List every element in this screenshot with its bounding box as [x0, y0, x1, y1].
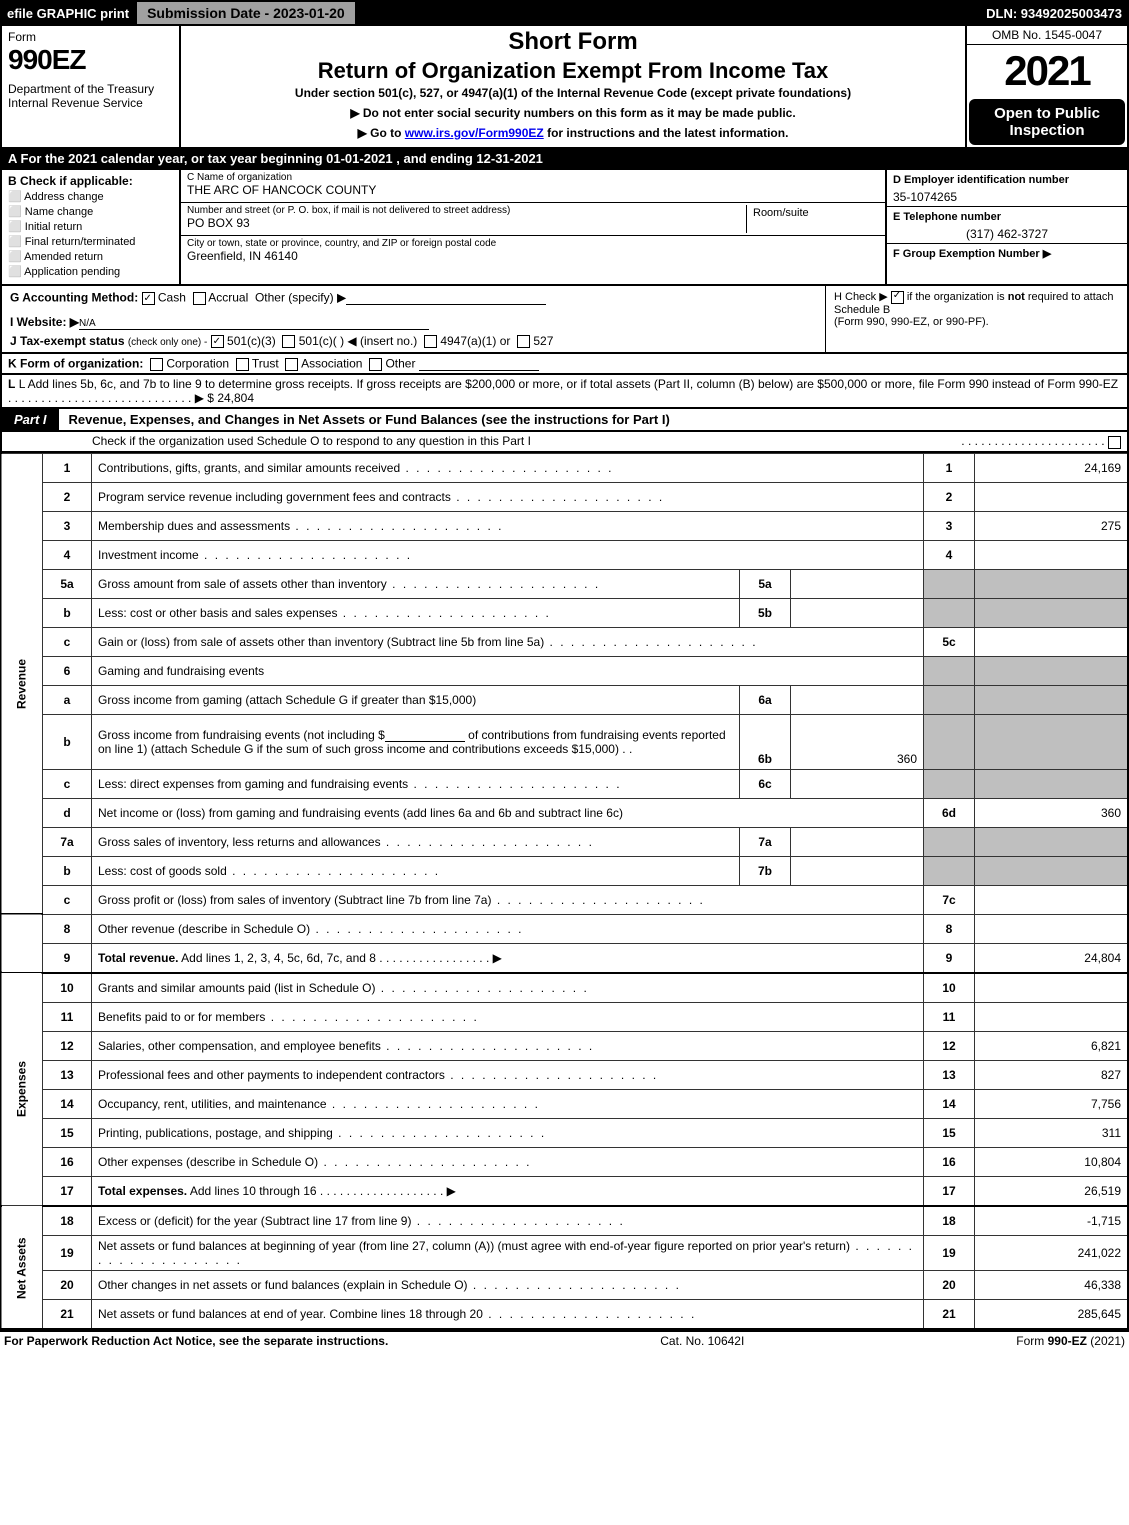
side-revenue: Revenue: [1, 453, 43, 914]
check-name-change: Name change: [8, 205, 173, 218]
line14-value: 7,756: [975, 1089, 1129, 1118]
top-bar: efile GRAPHIC print Submission Date - 20…: [0, 0, 1129, 26]
ein-value: 35-1074265: [887, 188, 1127, 206]
side-expenses: Expenses: [1, 973, 43, 1206]
line15-value: 311: [975, 1118, 1129, 1147]
row-k: K Form of organization: Corporation Trus…: [0, 354, 1129, 375]
org-name: THE ARC OF HANCOCK COUNTY: [187, 183, 879, 197]
line1-desc: Contributions, gifts, grants, and simila…: [98, 461, 614, 475]
gross-receipts-value: 24,804: [217, 391, 254, 405]
line20-value: 46,338: [975, 1270, 1129, 1299]
row-g: G Accounting Method: Cash Accrual Other …: [10, 290, 817, 305]
tax-year: 2021: [967, 45, 1127, 97]
dept-treasury: Department of the Treasury: [8, 82, 173, 96]
c-name-label: C Name of organization: [187, 172, 879, 183]
check-4947: [424, 335, 437, 348]
instr-goto: ▶ Go to www.irs.gov/Form990EZ for instru…: [187, 126, 959, 140]
check-initial-return: Initial return: [8, 220, 173, 233]
section-def: D Employer identification number 35-1074…: [885, 170, 1127, 284]
main-title: Return of Organization Exempt From Incom…: [187, 58, 959, 84]
other-method-field: [346, 290, 546, 305]
col-gij: G Accounting Method: Cash Accrual Other …: [2, 286, 825, 352]
row-j: J Tax-exempt status (check only one) - 5…: [10, 334, 817, 348]
omb-number: OMB No. 1545-0047: [967, 26, 1127, 45]
side-net-assets: Net Assets: [1, 1206, 43, 1329]
part1-title: Revenue, Expenses, and Changes in Net As…: [59, 412, 670, 427]
line6d-value: 360: [975, 798, 1129, 827]
check-527: [517, 335, 530, 348]
section-ghij: G Accounting Method: Cash Accrual Other …: [0, 286, 1129, 354]
form-header: Form 990EZ Department of the Treasury In…: [0, 26, 1129, 149]
check-application-pending: Application pending: [8, 265, 173, 278]
f-label: F Group Exemption Number ▶: [893, 248, 1051, 260]
check-address-change: Address change: [8, 190, 173, 203]
line19-value: 241,022: [975, 1235, 1129, 1270]
line16-value: 10,804: [975, 1147, 1129, 1176]
d-label: D Employer identification number: [893, 174, 1069, 186]
submission-date: Submission Date - 2023-01-20: [137, 2, 355, 24]
room-suite-label: Room/suite: [746, 205, 879, 233]
check-final-return: Final return/terminated: [8, 235, 173, 248]
part1-header: Part I Revenue, Expenses, and Changes in…: [0, 409, 1129, 432]
line1-value: 24,169: [975, 453, 1129, 482]
check-accrual: [193, 292, 206, 305]
part1-tab: Part I: [2, 409, 59, 430]
check-cash: [142, 292, 155, 305]
line17-value: 26,519: [975, 1176, 1129, 1206]
org-city: Greenfield, IN 46140: [187, 249, 879, 263]
line21-value: 285,645: [975, 1299, 1129, 1329]
line3-value: 275: [975, 511, 1129, 540]
header-center: Short Form Return of Organization Exempt…: [181, 26, 965, 147]
other-org-field: [419, 356, 539, 371]
check-assoc: [285, 358, 298, 371]
header-left: Form 990EZ Department of the Treasury In…: [2, 26, 181, 147]
footer-cat: Cat. No. 10642I: [388, 1334, 1016, 1348]
check-trust: [236, 358, 249, 371]
b-label: B Check if applicable:: [8, 174, 173, 188]
website-value: N/A: [79, 318, 96, 329]
form-label: Form: [8, 30, 173, 44]
line13-value: 827: [975, 1060, 1129, 1089]
efile-label: efile GRAPHIC print: [1, 6, 135, 21]
footer-form: Form 990-EZ (2021): [1016, 1334, 1125, 1348]
col-h: H Check ▶ if the organization is not req…: [825, 286, 1127, 352]
line18-value: -1,715: [975, 1206, 1129, 1236]
section-c: C Name of organization THE ARC OF HANCOC…: [181, 170, 885, 284]
short-form-title: Short Form: [187, 28, 959, 56]
revenue-table: Revenue 1 Contributions, gifts, grants, …: [0, 453, 1129, 1330]
row-i: I Website: ▶N/A: [10, 315, 817, 330]
e-label: E Telephone number: [893, 211, 1001, 223]
page-footer: For Paperwork Reduction Act Notice, see …: [0, 1330, 1129, 1350]
line9-value: 24,804: [975, 943, 1129, 973]
row-l: L L Add lines 5b, 6c, and 7b to line 9 t…: [0, 375, 1129, 409]
check-h: [891, 291, 904, 304]
check-schedule-o: [1108, 436, 1121, 449]
line12-value: 6,821: [975, 1031, 1129, 1060]
irs-link[interactable]: www.irs.gov/Form990EZ: [405, 126, 544, 140]
c-city-label: City or town, state or province, country…: [187, 238, 879, 249]
open-public-badge: Open to Public Inspection: [969, 99, 1125, 145]
form-number: 990EZ: [8, 44, 173, 76]
check-other-org: [369, 358, 382, 371]
part1-sub: Check if the organization used Schedule …: [0, 432, 1129, 452]
phone-value: (317) 462-3727: [887, 225, 1127, 243]
info-block: B Check if applicable: Address change Na…: [0, 170, 1129, 286]
section-b: B Check if applicable: Address change Na…: [2, 170, 181, 284]
org-street: PO BOX 93: [187, 216, 746, 230]
dept-irs: Internal Revenue Service: [8, 96, 173, 110]
c-street-label: Number and street (or P. O. box, if mail…: [187, 205, 746, 216]
header-right: OMB No. 1545-0047 2021 Open to Public In…: [965, 26, 1127, 147]
row-a-period: A For the 2021 calendar year, or tax yea…: [0, 149, 1129, 170]
line6b-value: 360: [791, 714, 924, 769]
check-501c: [282, 335, 295, 348]
subtitle: Under section 501(c), 527, or 4947(a)(1)…: [187, 86, 959, 100]
dln-label: DLN: 93492025003473: [980, 6, 1128, 21]
check-501c3: [211, 335, 224, 348]
check-corp: [150, 358, 163, 371]
check-amended-return: Amended return: [8, 250, 173, 263]
instr-no-ssn: ▶ Do not enter social security numbers o…: [187, 106, 959, 120]
footer-left: For Paperwork Reduction Act Notice, see …: [4, 1334, 388, 1348]
